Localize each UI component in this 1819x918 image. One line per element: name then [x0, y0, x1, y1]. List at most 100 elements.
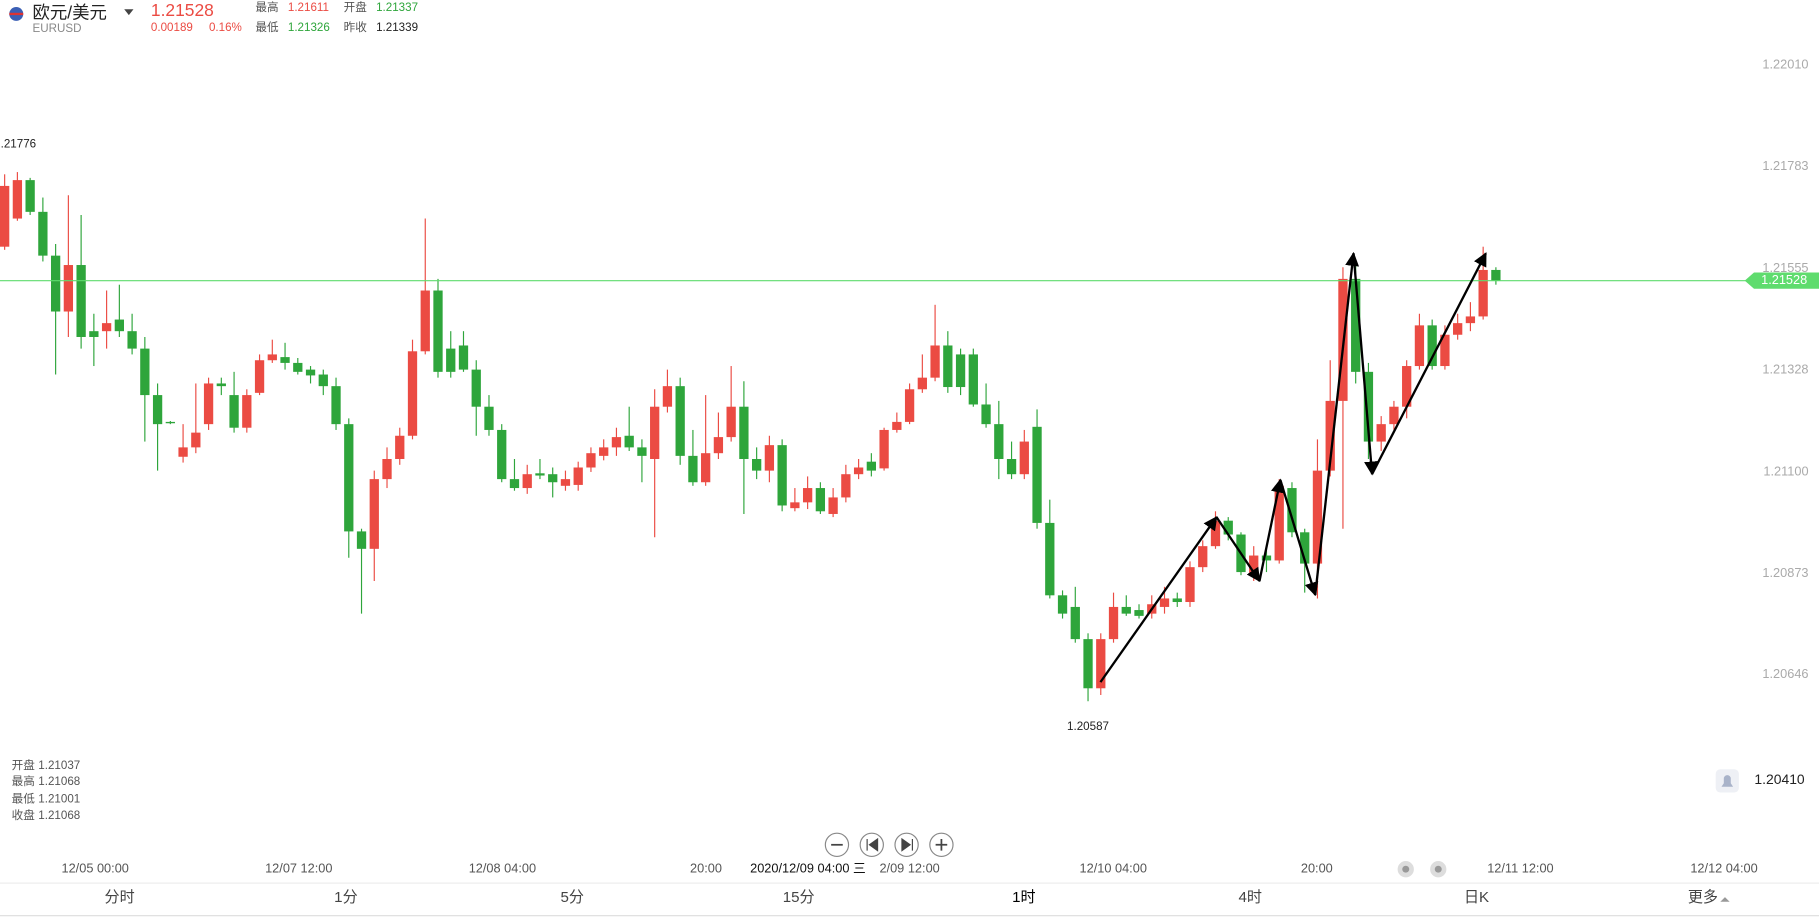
candle-body	[802, 488, 813, 503]
candle-body	[637, 447, 647, 456]
candle-body	[89, 331, 99, 337]
candle-body	[50, 255, 61, 312]
candle-body	[777, 445, 787, 506]
candle-body	[1108, 606, 1119, 640]
candle-body	[1427, 325, 1437, 367]
stat-value: 1.21326	[288, 21, 330, 34]
info-label: 开盘	[12, 758, 36, 772]
candle-body	[650, 406, 660, 459]
tab[interactable]: 更多	[1688, 889, 1718, 906]
x-tick-label: 20:00	[1301, 861, 1333, 876]
candle-body	[701, 453, 711, 483]
candle-body	[1070, 606, 1080, 640]
x-tick-label: 12/10 04:00	[1080, 861, 1147, 876]
candle-body	[1019, 441, 1029, 475]
dropdown-arrow[interactable]	[124, 9, 134, 16]
info-label: 收盘	[12, 808, 36, 822]
candle-body	[127, 331, 137, 349]
tab-active[interactable]: 1时	[1012, 889, 1035, 906]
candle-body	[994, 424, 1004, 459]
tab[interactable]: 分时	[104, 889, 134, 906]
candle-body	[1045, 522, 1055, 596]
candle-body	[1172, 598, 1182, 603]
candle-body	[1389, 406, 1399, 425]
tab[interactable]: 4时	[1238, 889, 1261, 906]
candle-body	[930, 345, 940, 378]
candle-body	[1325, 400, 1335, 471]
more-arrow	[1720, 897, 1730, 902]
candle-body	[955, 354, 966, 388]
candle-body	[1465, 316, 1476, 324]
candle-body	[1159, 598, 1170, 607]
candle-body	[471, 369, 481, 407]
price: 1.21528	[151, 0, 214, 20]
candle-body	[828, 497, 838, 514]
candle-body	[369, 479, 379, 549]
candle-body	[293, 362, 303, 372]
crosshair-label: 2020/12/09 04:00 三	[750, 861, 866, 876]
ohlc-info: 开盘 1.21037 最高 1.21068 最低 1.21001 收盘 1.21…	[12, 758, 81, 822]
indicator-dot-inner	[1402, 865, 1410, 873]
candle-body	[203, 383, 214, 425]
candle-body	[1096, 639, 1106, 689]
x-tick-label: 12/05 00:00	[61, 861, 128, 876]
candle-body	[63, 265, 74, 312]
alert	[1715, 769, 1739, 793]
y-tick-label: 1.21783	[1762, 158, 1808, 173]
change-pct: 0.16%	[209, 21, 242, 34]
candle-body	[178, 447, 188, 457]
candle-body	[497, 429, 507, 480]
candle-body	[165, 421, 175, 424]
candle-body	[1210, 520, 1221, 547]
candle-body	[764, 445, 775, 471]
candle-body	[1198, 546, 1208, 568]
candle-body	[866, 461, 876, 471]
info-label: 最低	[12, 793, 36, 806]
candle-body	[484, 406, 494, 430]
crosshair-label-bg	[742, 859, 873, 879]
last-price-label: 1.21528	[1761, 272, 1807, 287]
candle-body	[1402, 366, 1412, 407]
tab[interactable]: 日K	[1464, 889, 1489, 906]
candle-body	[752, 459, 762, 471]
candle-body	[1363, 371, 1374, 442]
candle-body	[879, 429, 889, 469]
instrument-name[interactable]: 欧元/美元	[33, 3, 107, 23]
candle-body	[267, 354, 277, 361]
candle-body	[216, 383, 226, 387]
candle-body	[318, 374, 328, 387]
candle-body	[790, 502, 800, 509]
x-tick-label: 12/11 12:00	[1487, 861, 1553, 876]
candle-body	[254, 360, 265, 393]
candle-body	[1261, 555, 1272, 561]
x-tick-label: 12/12 04:00	[1690, 861, 1757, 876]
candle-body	[1414, 325, 1425, 367]
candle-body	[892, 421, 902, 430]
candle-body	[191, 432, 201, 448]
tab[interactable]: 1分	[334, 889, 357, 906]
tab[interactable]: 5分	[561, 889, 584, 906]
candle-body	[599, 447, 609, 456]
x-tick-label: 12/07 12:00	[265, 861, 332, 876]
y-tick-label: 1.21328	[1762, 361, 1808, 376]
y-tick-label: 1.20646	[1762, 666, 1808, 681]
info-value: 1.21001	[38, 793, 80, 806]
info-value: 1.21068	[38, 809, 80, 822]
candle-body	[331, 386, 341, 425]
indicator-dot-inner	[1434, 865, 1442, 873]
candle-body	[0, 185, 10, 247]
candle-body	[38, 211, 48, 256]
alert-price: 1.20410	[1754, 771, 1805, 787]
tab[interactable]: 15分	[783, 889, 815, 906]
candle-body	[1376, 424, 1386, 442]
candle-body	[229, 395, 239, 428]
stat-value: 1.21339	[376, 21, 418, 34]
candle-body	[611, 437, 622, 448]
stat-value: 1.21611	[288, 1, 329, 14]
max-label: 1.21776	[0, 137, 36, 150]
trend-arrow	[1314, 251, 1360, 596]
candle-body	[1006, 459, 1017, 475]
candle-body	[1300, 532, 1310, 564]
candle-body	[446, 348, 456, 372]
